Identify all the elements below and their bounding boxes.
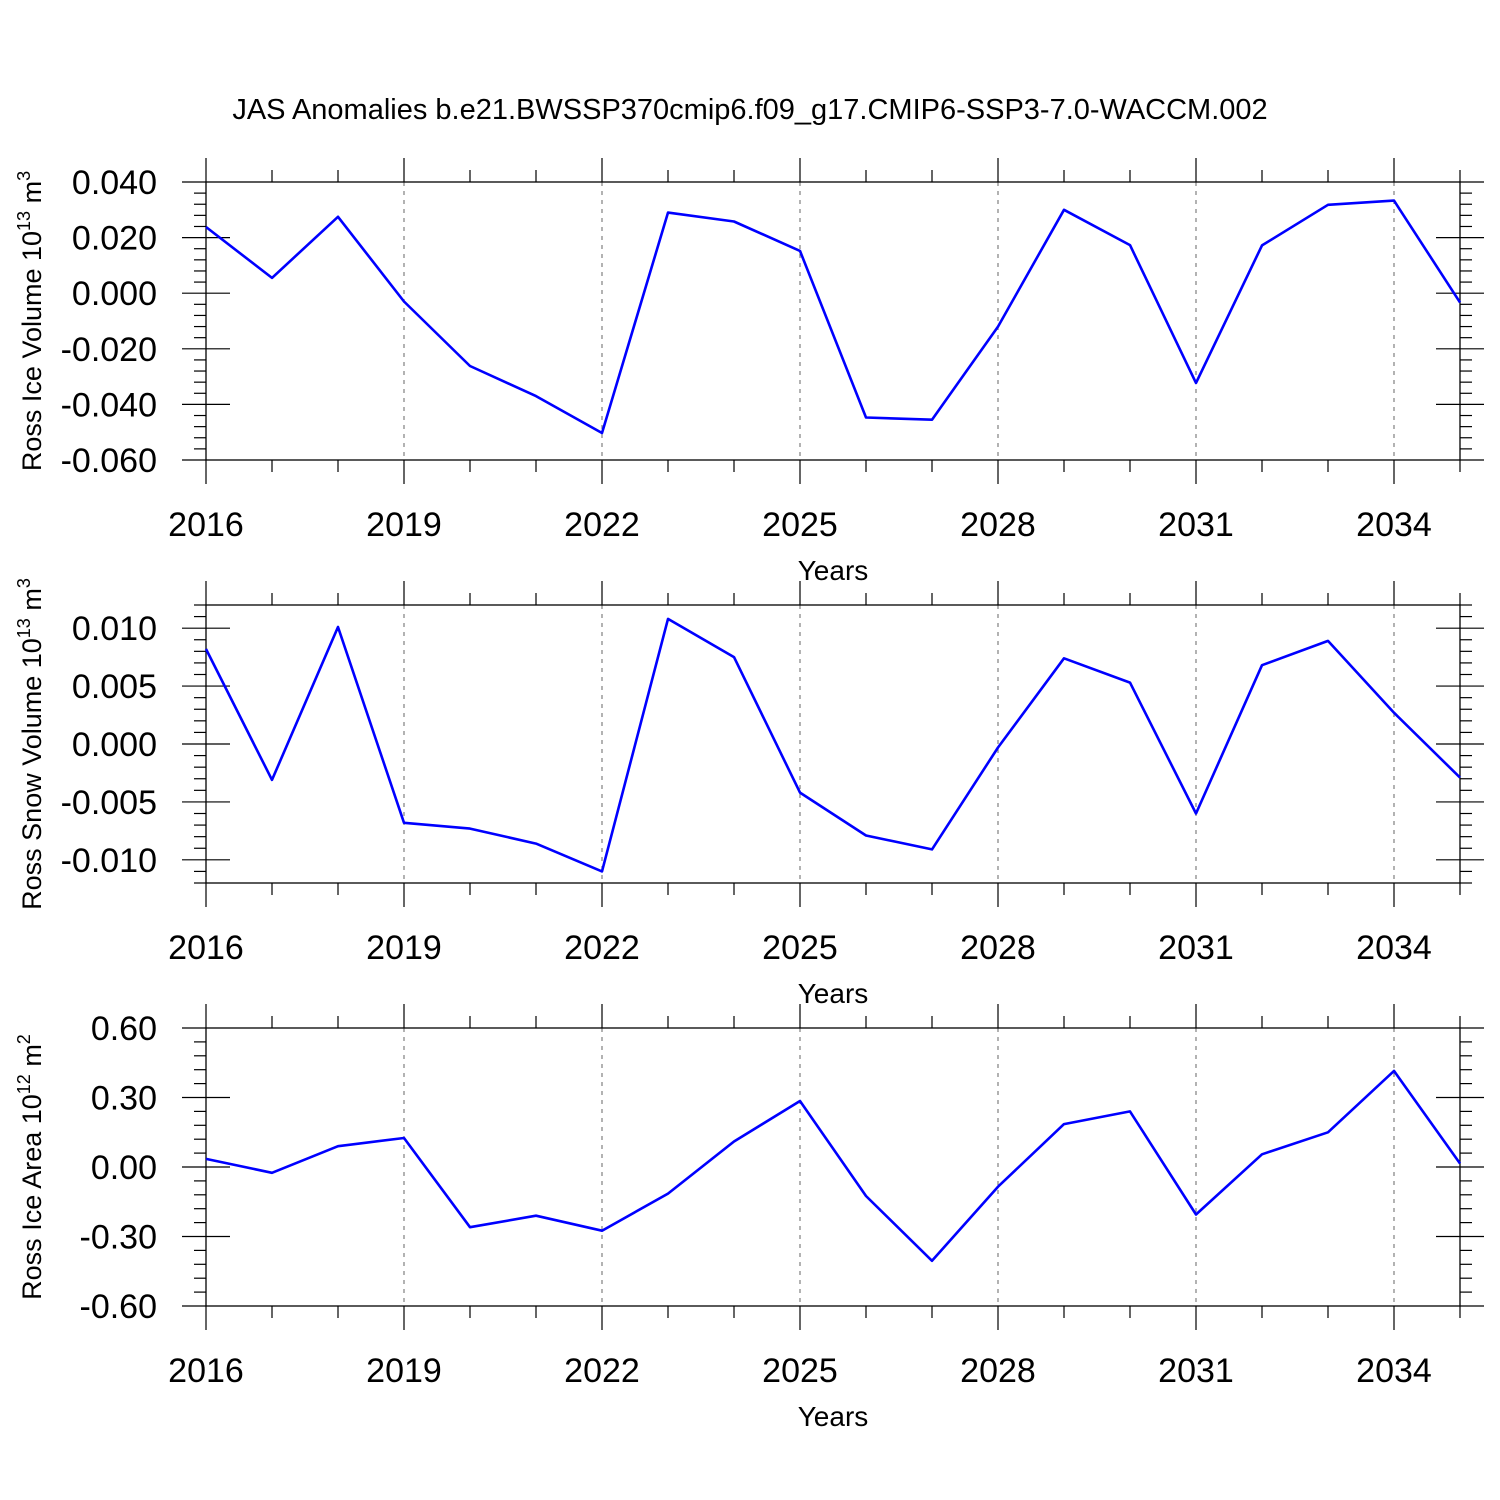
- x-axis-label: Years: [798, 978, 869, 1009]
- x-tick-label: 2028: [960, 929, 1036, 967]
- chart-panel-2: 2016 2019 2022 2025 2028 2031 2034 -0.010 -0.005…: [14, 578, 1484, 1009]
- plot-frame: [205, 181, 1461, 461]
- y-tick-label: -0.010: [61, 842, 157, 880]
- x-axis-label: Years: [798, 1401, 869, 1432]
- x-tick-label: 2034: [1356, 929, 1432, 967]
- x-tick-label: 2034: [1356, 506, 1432, 544]
- series-line: [205, 199, 1462, 435]
- y-tick-label: 0.005: [72, 668, 157, 706]
- y-axis-label: Ross Snow Volume 1013 m3: [14, 578, 47, 910]
- y-tick-label: 0.000: [72, 726, 157, 764]
- figure-title: JAS Anomalies b.e21.BWSSP370cmip6.f09_g1…: [232, 94, 1267, 126]
- y-axis-label: Ross Ice Volume 1013 m3: [14, 171, 47, 471]
- x-tick-label: 2028: [960, 506, 1036, 544]
- y-tick-label: 0.020: [72, 220, 157, 258]
- y-tick-label: 0.000: [72, 275, 157, 313]
- x-tick-label: 2019: [366, 506, 442, 544]
- x-tick-label: 2025: [762, 929, 838, 967]
- y-tick-label: 0.010: [72, 610, 157, 648]
- y-tick-label: -0.005: [61, 784, 157, 822]
- x-tick-label: 2031: [1158, 506, 1234, 544]
- x-tick-label: 2031: [1158, 929, 1234, 967]
- x-axis-label: Years: [798, 555, 869, 586]
- x-tick-label: 2025: [762, 506, 838, 544]
- series-line: [204, 617, 1461, 873]
- chart-panels: 2016 2019 2022 2025 2028 2031 2034 -0.060 -0.040…: [14, 158, 1484, 1432]
- x-tick-label: 2019: [366, 1352, 442, 1390]
- y-axis-label: Ross Ice Area 1012 m2: [14, 1034, 47, 1300]
- y-tick-label: 0.00: [91, 1149, 157, 1187]
- y-tick-label: -0.020: [61, 331, 157, 369]
- y-tick-label: 0.040: [72, 164, 157, 202]
- chart-panel-1: 2016 2019 2022 2025 2028 2031 2034 -0.060 -0.040…: [14, 158, 1484, 586]
- x-tick-label: 2019: [366, 929, 442, 967]
- x-tick-label: 2016: [168, 1352, 244, 1390]
- x-tick-label: 2016: [168, 506, 244, 544]
- y-tick-label: -0.040: [61, 386, 157, 424]
- y-tick-label: -0.30: [80, 1219, 158, 1257]
- x-tick-label: 2022: [564, 929, 640, 967]
- x-tick-label: 2028: [960, 1352, 1036, 1390]
- y-tick-label: 0.30: [91, 1080, 157, 1118]
- plot-frame: [205, 604, 1461, 884]
- x-tick-label: 2025: [762, 1352, 838, 1390]
- y-tick-label: 0.60: [91, 1010, 157, 1048]
- series-line: [205, 1069, 1462, 1263]
- x-tick-label: 2022: [564, 1352, 640, 1390]
- y-tick-label: -0.060: [61, 442, 157, 480]
- chart-panel-3: 2016 2019 2022 2025 2028 2031 2034 -0.60 -0.30 0.…: [14, 1004, 1484, 1432]
- x-tick-label: 2031: [1158, 1352, 1234, 1390]
- x-tick-label: 2034: [1356, 1352, 1432, 1390]
- y-tick-label: -0.60: [80, 1288, 158, 1326]
- x-tick-label: 2022: [564, 506, 640, 544]
- x-tick-label: 2016: [168, 929, 244, 967]
- plot-frame: [205, 1027, 1461, 1307]
